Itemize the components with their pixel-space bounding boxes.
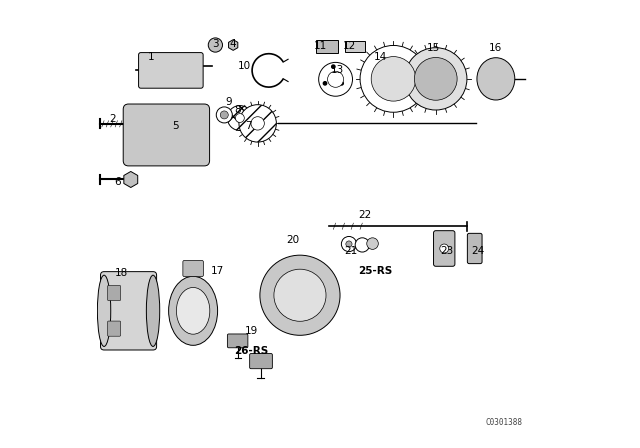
Text: 1: 1: [147, 52, 154, 62]
Circle shape: [328, 71, 344, 87]
Text: 2: 2: [109, 114, 116, 125]
Circle shape: [341, 237, 356, 252]
Text: 9: 9: [225, 97, 232, 107]
Ellipse shape: [147, 275, 160, 346]
Text: C0301388: C0301388: [486, 418, 523, 426]
Ellipse shape: [97, 275, 111, 346]
Text: 8: 8: [234, 105, 241, 116]
Circle shape: [208, 38, 223, 52]
Text: 16: 16: [489, 43, 502, 53]
Circle shape: [251, 116, 264, 130]
Text: 25-RS: 25-RS: [358, 266, 393, 276]
Text: 24: 24: [472, 246, 484, 256]
Circle shape: [274, 269, 326, 321]
Ellipse shape: [477, 58, 515, 100]
Text: 17: 17: [211, 266, 224, 276]
FancyBboxPatch shape: [108, 321, 120, 336]
FancyBboxPatch shape: [139, 52, 203, 88]
Circle shape: [367, 238, 378, 250]
Circle shape: [236, 114, 244, 122]
Text: 4: 4: [230, 39, 237, 49]
Circle shape: [227, 106, 252, 130]
FancyBboxPatch shape: [124, 104, 209, 166]
Text: 21: 21: [344, 246, 358, 256]
FancyBboxPatch shape: [345, 41, 365, 52]
FancyBboxPatch shape: [433, 231, 455, 266]
Text: 13: 13: [331, 65, 344, 75]
FancyBboxPatch shape: [100, 271, 157, 350]
Text: 11: 11: [314, 41, 326, 51]
Text: 14: 14: [374, 52, 387, 62]
Text: 18: 18: [115, 268, 129, 278]
FancyBboxPatch shape: [183, 260, 204, 276]
Circle shape: [440, 244, 449, 253]
FancyBboxPatch shape: [227, 334, 248, 348]
Text: 3: 3: [212, 39, 219, 49]
Circle shape: [319, 62, 353, 96]
Circle shape: [239, 105, 276, 142]
Text: 19: 19: [244, 326, 258, 336]
Text: 15: 15: [427, 43, 440, 53]
Text: 20: 20: [287, 235, 300, 245]
Text: 26-RS: 26-RS: [234, 346, 268, 356]
Circle shape: [371, 56, 416, 101]
Circle shape: [360, 45, 427, 112]
Circle shape: [346, 241, 352, 247]
Ellipse shape: [177, 288, 210, 334]
FancyBboxPatch shape: [108, 285, 120, 301]
Text: 7: 7: [246, 121, 252, 131]
Circle shape: [260, 255, 340, 335]
Circle shape: [216, 107, 232, 123]
Circle shape: [355, 238, 369, 252]
Text: 5: 5: [172, 121, 179, 131]
Ellipse shape: [168, 276, 218, 345]
FancyBboxPatch shape: [316, 40, 338, 52]
Circle shape: [414, 57, 457, 100]
Circle shape: [404, 47, 467, 110]
Text: 12: 12: [342, 41, 356, 51]
Text: 23: 23: [440, 246, 454, 256]
Text: 6: 6: [114, 177, 121, 187]
FancyBboxPatch shape: [467, 233, 482, 263]
FancyBboxPatch shape: [250, 353, 273, 369]
Text: 10: 10: [237, 61, 251, 71]
Circle shape: [220, 111, 228, 119]
Text: 22: 22: [358, 210, 371, 220]
